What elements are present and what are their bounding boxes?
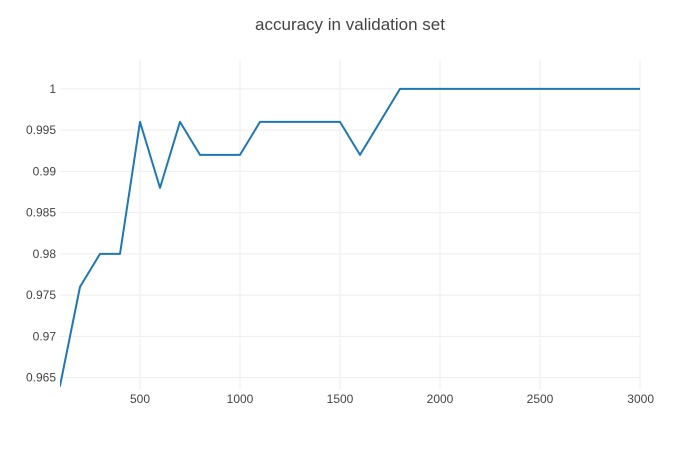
chart-title: accuracy in validation set (255, 15, 445, 34)
x-tick-label: 2000 (427, 392, 454, 406)
series-line (60, 87, 640, 387)
y-tick-label: 0.995 (26, 123, 56, 137)
y-tick-label: 0.975 (26, 288, 56, 302)
y-tick-label: 1 (49, 82, 56, 96)
y-tick-label: 0.97 (33, 329, 57, 343)
y-tick-label: 0.965 (26, 371, 56, 385)
series-layer (60, 87, 640, 387)
y-tick-label: 0.99 (33, 164, 57, 178)
x-tick-label: 2500 (527, 392, 554, 406)
y-tick-label: 0.98 (33, 247, 57, 261)
grid-lines (60, 60, 641, 390)
x-tick-label: 500 (130, 392, 150, 406)
x-tick-label: 1000 (227, 392, 254, 406)
x-tick-label: 3000 (627, 392, 654, 406)
x-tick-label: 1500 (327, 392, 354, 406)
y-tick-label: 0.985 (26, 206, 56, 220)
